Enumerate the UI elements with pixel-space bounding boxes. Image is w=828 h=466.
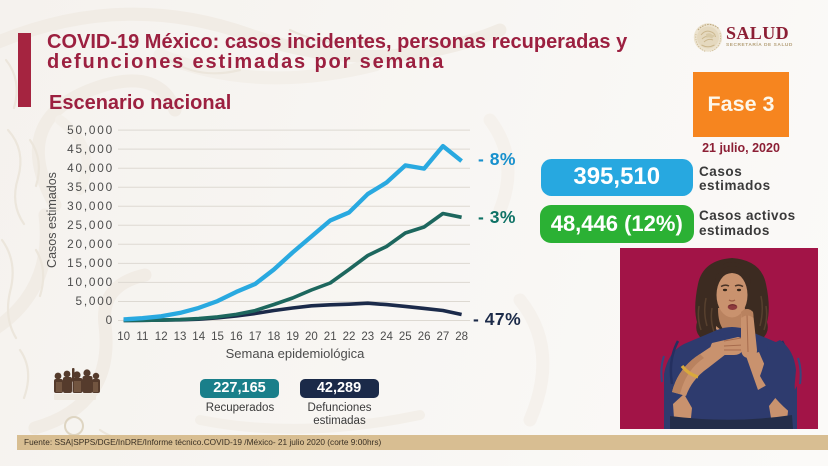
svg-text:15: 15	[211, 331, 224, 343]
svg-text:13: 13	[174, 331, 187, 343]
svg-text:5,000: 5,000	[75, 294, 114, 308]
svg-text:0: 0	[106, 313, 114, 327]
svg-text:28: 28	[455, 331, 468, 343]
svg-text:16: 16	[230, 331, 243, 343]
svg-text:20: 20	[305, 331, 318, 343]
svg-text:24: 24	[380, 331, 393, 343]
svg-text:25: 25	[399, 331, 412, 343]
svg-text:11: 11	[136, 331, 148, 343]
svg-text:27: 27	[437, 331, 450, 343]
svg-text:Casos estimados: Casos estimados	[45, 172, 59, 268]
svg-text:17: 17	[249, 331, 262, 343]
svg-text:10,000: 10,000	[67, 275, 114, 289]
svg-text:Semana epidemiológica: Semana epidemiológica	[226, 346, 366, 361]
svg-text:12: 12	[155, 331, 168, 343]
svg-text:- 8%: - 8%	[478, 149, 516, 169]
svg-text:22: 22	[343, 331, 356, 343]
svg-text:35,000: 35,000	[67, 180, 114, 194]
svg-text:15,000: 15,000	[67, 256, 114, 270]
svg-text:- 3%: - 3%	[478, 207, 516, 227]
svg-text:23: 23	[361, 331, 374, 343]
svg-text:40,000: 40,000	[67, 161, 114, 175]
svg-text:50,000: 50,000	[67, 123, 114, 137]
svg-text:- 47%: - 47%	[473, 309, 521, 329]
svg-text:21: 21	[324, 331, 337, 343]
svg-text:19: 19	[286, 331, 299, 343]
svg-text:25,000: 25,000	[67, 218, 114, 232]
svg-text:18: 18	[268, 331, 281, 343]
svg-text:30,000: 30,000	[67, 199, 114, 213]
svg-text:20,000: 20,000	[67, 237, 114, 251]
svg-text:26: 26	[418, 331, 431, 343]
svg-text:45,000: 45,000	[67, 142, 114, 156]
svg-text:14: 14	[192, 331, 205, 343]
svg-text:10: 10	[117, 331, 130, 343]
